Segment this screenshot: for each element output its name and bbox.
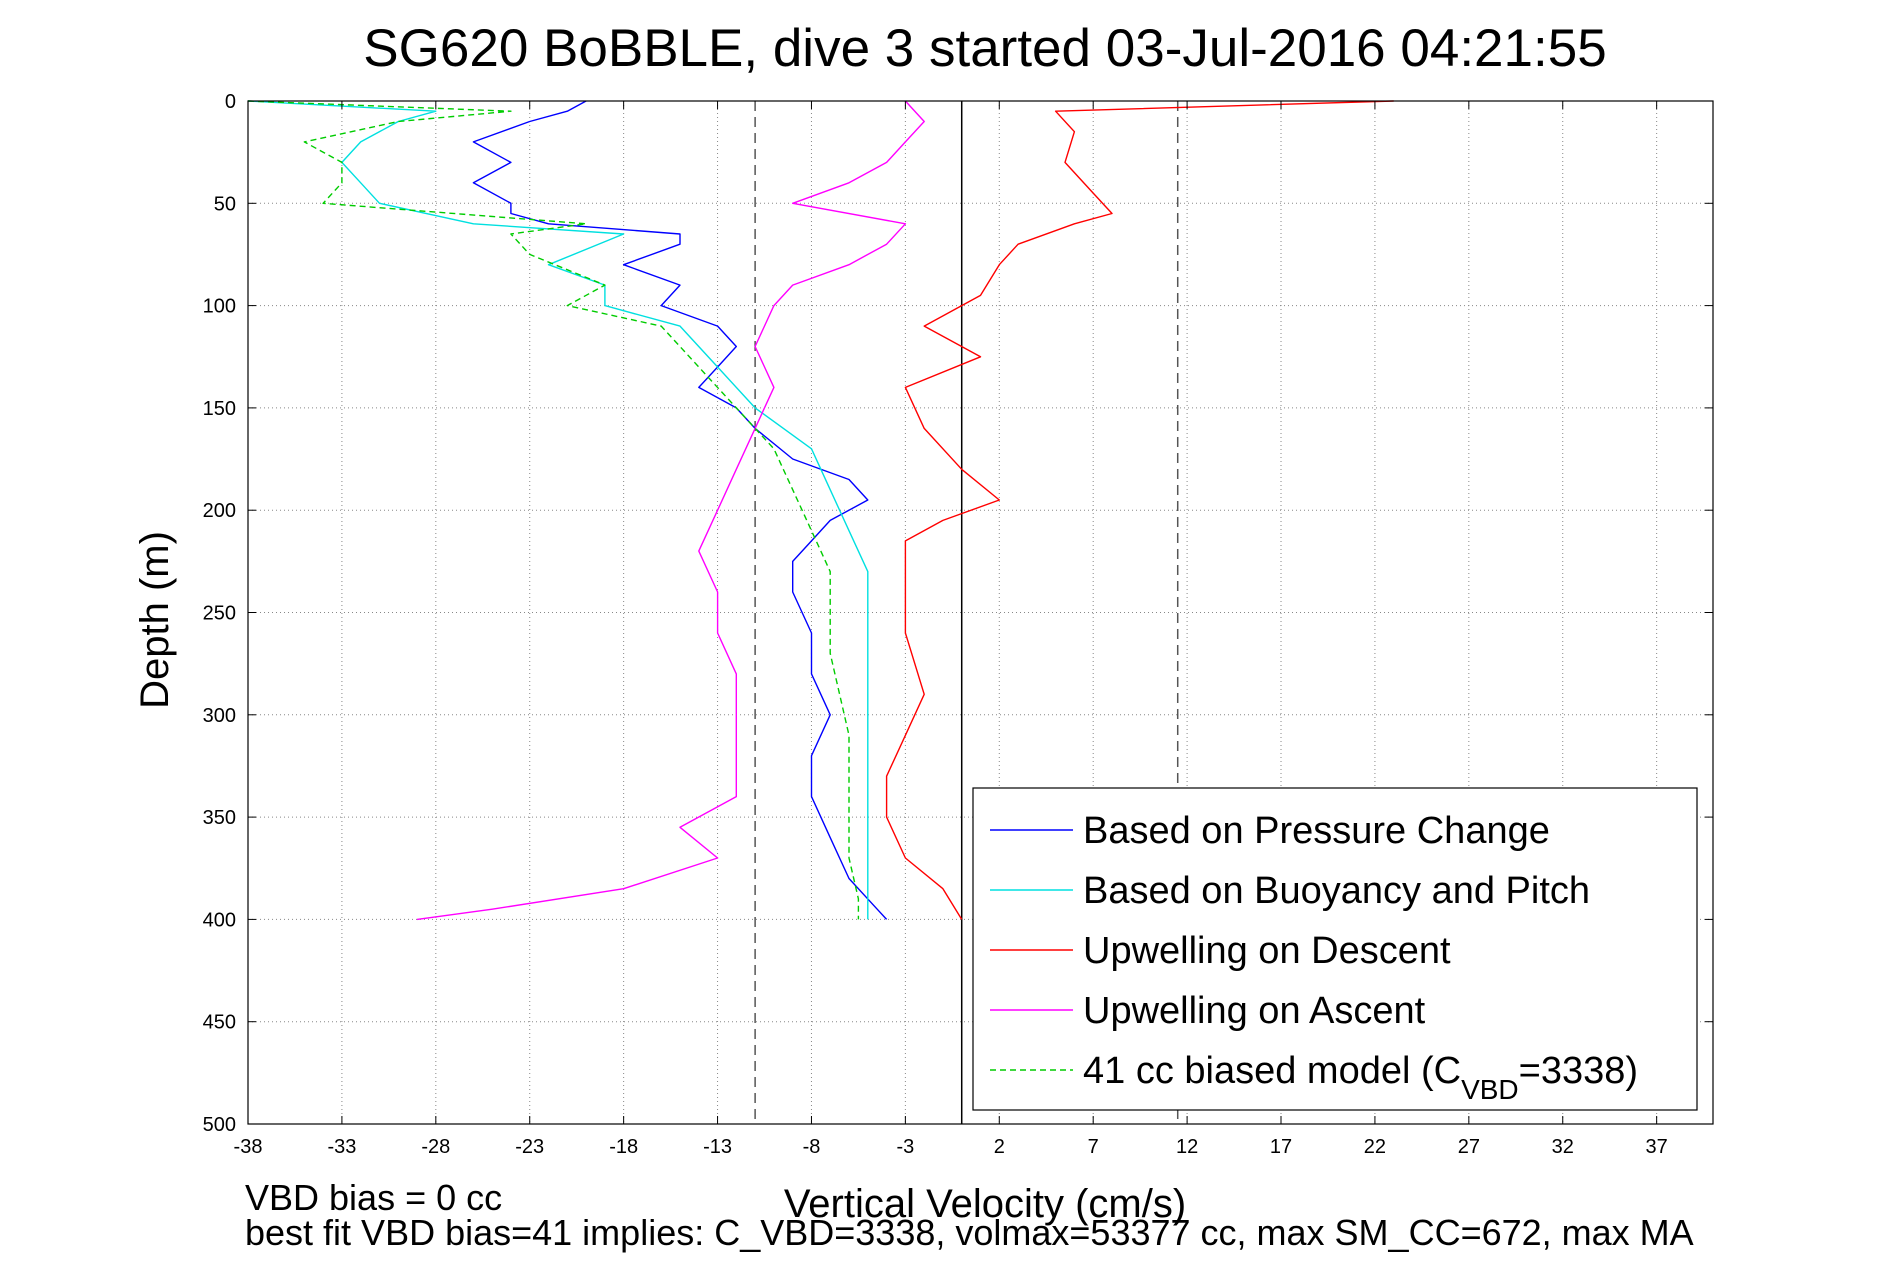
x-tick-label: -28: [421, 1136, 450, 1158]
y-tick-label: 500: [203, 1114, 236, 1136]
y-tick-label: 250: [203, 603, 236, 625]
x-tick-label: -18: [609, 1136, 638, 1158]
plot-area: [247, 100, 1394, 921]
series-line: [247, 100, 869, 920]
legend: Based on Pressure Change Based on Buoyanc…: [972, 787, 1698, 1111]
legend-label-text: 41 cc biased model (C: [1083, 1050, 1461, 1092]
x-tick-label: 7: [1088, 1136, 1099, 1158]
y-tick-label: 400: [203, 909, 236, 931]
legend-label-text: Upwelling on Ascent: [1083, 990, 1426, 1032]
x-tick-label: 2: [994, 1136, 1005, 1158]
legend-label-text: Upwelling on Descent: [1083, 930, 1451, 972]
x-tick-labels: -38 -33 -28 -23 -18 -13 -8 -3 2 7 12 17 22 27 32 37: [234, 1136, 1668, 1158]
legend-label-suffix: =3338): [1519, 1050, 1638, 1092]
legend-box: [972, 787, 1698, 1111]
x-tick-label: -38: [234, 1136, 263, 1158]
y-tick-label: 350: [203, 807, 236, 829]
x-tick-label: 27: [1458, 1136, 1480, 1158]
y-tick-label: 450: [203, 1012, 236, 1034]
series-line: [472, 100, 888, 920]
chart-title: SG620 BoBBLE, dive 3 started 03-Jul-2016…: [363, 19, 1606, 78]
legend-label-text: Based on Buoyancy and Pitch: [1083, 870, 1590, 912]
y-tick-label: 200: [203, 500, 236, 522]
footer-line-2: best fit VBD bias=41 implies: C_VBD=3338…: [245, 1212, 1694, 1253]
legend-label: Upwelling on Ascent: [1083, 990, 1426, 1032]
legend-label: Upwelling on Descent: [1083, 930, 1451, 972]
x-tick-label: -33: [327, 1136, 356, 1158]
series-line: [247, 100, 860, 920]
axes: [247, 100, 1714, 1125]
series-line: [885, 100, 1394, 920]
y-tick-label: 300: [203, 705, 236, 727]
y-tick-label: 100: [203, 296, 236, 318]
y-tick-label: 150: [203, 398, 236, 420]
series-line: [416, 100, 925, 921]
y-tick-labels: 0 50 100 150 200 250 300 350 400 450 500: [203, 91, 236, 1136]
x-tick-label: -23: [515, 1136, 544, 1158]
x-tick-label: 17: [1270, 1136, 1292, 1158]
legend-label: Based on Pressure Change: [1083, 810, 1550, 852]
x-axis-label: Vertical Velocity (cm/s): [784, 1182, 1186, 1226]
x-tick-label: 37: [1646, 1136, 1668, 1158]
y-axis-label: Depth (m): [133, 531, 177, 709]
plot-frame: [247, 100, 1714, 1125]
legend-label-text: Based on Pressure Change: [1083, 810, 1550, 852]
y-tick-label: 0: [225, 91, 236, 113]
x-tick-label: -3: [896, 1136, 914, 1158]
footer-line-1: VBD bias = 0 cc: [245, 1177, 502, 1218]
x-tick-label: -13: [703, 1136, 732, 1158]
legend-label: 41 cc biased model (CVBD=3338): [1083, 1050, 1638, 1105]
legend-label-subscript: VBD: [1461, 1074, 1519, 1105]
x-tick-label: 32: [1552, 1136, 1574, 1158]
x-tick-label: 22: [1364, 1136, 1386, 1158]
legend-label: Based on Buoyancy and Pitch: [1083, 870, 1590, 912]
x-tick-label: 12: [1176, 1136, 1198, 1158]
x-tick-label: -8: [803, 1136, 821, 1158]
y-tick-label: 50: [214, 193, 236, 215]
